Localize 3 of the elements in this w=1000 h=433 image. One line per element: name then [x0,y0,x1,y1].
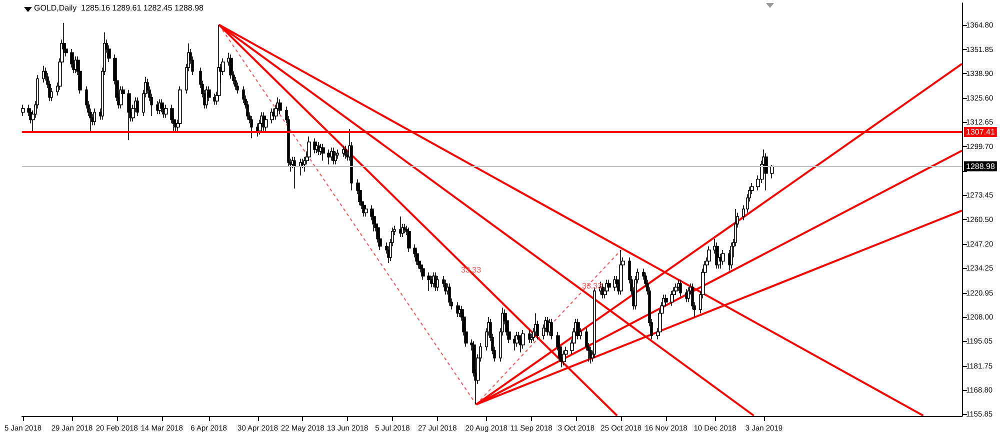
chart-title: GOLD,Daily 1285.16 1289.61 1282.45 1288.98 [34,4,204,12]
ref-line-label: 1307.41 [966,127,996,136]
ref-line-label: 1288.98 [966,162,996,171]
